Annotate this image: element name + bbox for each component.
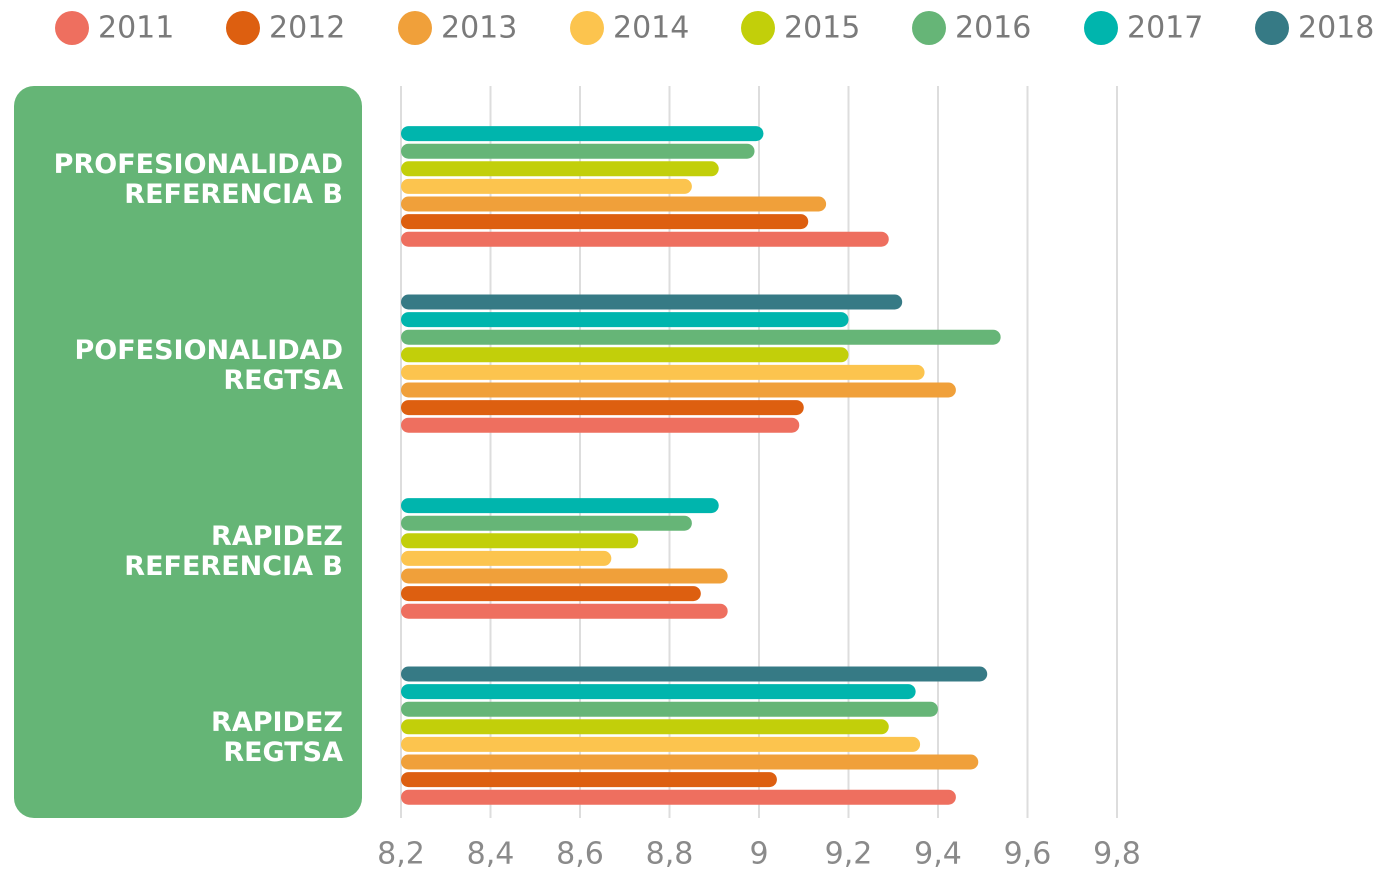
legend-label: 2011 [98,11,174,46]
legend-swatch [55,11,89,45]
bar [401,666,988,682]
category-label: PROFESIONALIDAD REFERENCIA B [53,148,343,210]
bar [401,533,639,549]
bar [401,161,719,177]
bar [401,196,827,212]
bar [401,400,804,416]
x-tick-label: 9,4 [914,837,962,872]
legend-label: 2012 [269,11,345,46]
bar [401,586,701,602]
bar [401,364,925,380]
legend-swatch [570,11,604,45]
category-label: RAPIDEZ REGTSA [211,706,343,768]
bar [401,684,916,700]
x-tick-label: 9,2 [825,837,873,872]
bar [401,550,612,566]
x-tick-label: 9 [749,837,768,872]
legend-swatch [398,11,432,45]
x-tick-label: 8,2 [377,837,425,872]
bar [401,312,849,328]
category-panel [14,86,362,818]
bar [401,772,777,788]
legend-swatch [741,11,775,45]
bar [401,754,979,770]
bar [401,701,938,717]
category-label: RAPIDEZ REFERENCIA B [124,520,343,582]
legend-label: 2017 [1127,11,1203,46]
legend-swatch [1084,11,1118,45]
x-tick-label: 8,8 [646,837,694,872]
bar [401,329,1001,345]
bar [401,417,800,433]
bar [401,568,728,584]
legend-label: 2014 [613,11,689,46]
bar [401,789,956,805]
bar [401,515,692,531]
legend-label: 2015 [784,11,860,46]
legend-swatch [226,11,260,45]
x-tick-label: 9,8 [1093,837,1141,872]
bar [401,231,889,247]
x-tick-label: 8,6 [556,837,604,872]
bar [401,178,692,194]
category-label: POFESIONALIDAD REGTSA [74,334,343,396]
bar [401,294,903,310]
legend-swatch [1255,11,1289,45]
bar [401,498,719,514]
bar [401,603,728,619]
legend-label: 2016 [955,11,1031,46]
bar [401,126,764,142]
x-tick-label: 8,4 [467,837,515,872]
legend-swatch [912,11,946,45]
legend-label: 2013 [441,11,517,46]
x-tick-label: 9,6 [1004,837,1052,872]
bar [401,736,921,752]
legend-label: 2018 [1298,11,1374,46]
bar [401,214,809,230]
bar [401,382,956,398]
bar [401,347,849,363]
bar [401,143,755,159]
bar [401,719,889,735]
